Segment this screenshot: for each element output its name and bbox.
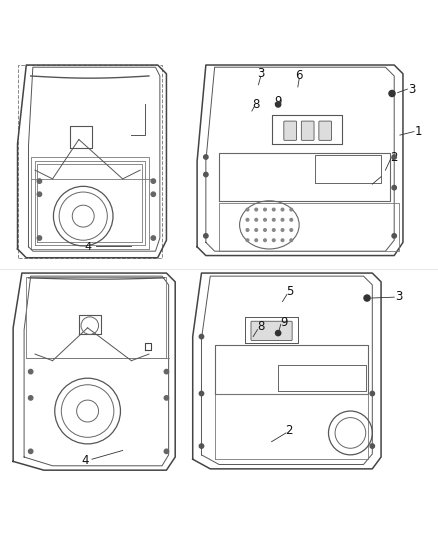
Circle shape	[151, 179, 155, 183]
Circle shape	[272, 208, 275, 211]
Circle shape	[37, 179, 42, 183]
Text: 9: 9	[280, 316, 288, 329]
Circle shape	[164, 395, 169, 400]
Circle shape	[204, 172, 208, 177]
Circle shape	[389, 91, 395, 96]
Circle shape	[290, 239, 293, 241]
Circle shape	[255, 239, 258, 241]
Circle shape	[37, 192, 42, 197]
Circle shape	[281, 208, 284, 211]
Circle shape	[255, 229, 258, 231]
Circle shape	[370, 444, 374, 448]
Circle shape	[392, 185, 396, 190]
Text: 1: 1	[414, 125, 422, 138]
Circle shape	[246, 208, 249, 211]
Circle shape	[290, 219, 293, 221]
Circle shape	[364, 295, 370, 301]
Text: 2: 2	[285, 424, 293, 437]
Circle shape	[164, 449, 169, 454]
FancyBboxPatch shape	[251, 321, 292, 341]
Text: 2: 2	[390, 151, 398, 164]
Circle shape	[199, 391, 204, 395]
Circle shape	[264, 229, 266, 231]
Circle shape	[281, 229, 284, 231]
Circle shape	[204, 155, 208, 159]
Circle shape	[246, 239, 249, 241]
Circle shape	[255, 208, 258, 211]
Circle shape	[392, 155, 396, 159]
Text: 4: 4	[81, 454, 89, 466]
Text: 3: 3	[257, 67, 264, 80]
Circle shape	[246, 219, 249, 221]
FancyBboxPatch shape	[301, 121, 314, 140]
Circle shape	[28, 369, 33, 374]
Text: 4: 4	[84, 242, 91, 252]
Text: 5: 5	[286, 285, 293, 298]
Text: 9: 9	[274, 95, 282, 108]
Circle shape	[28, 449, 33, 454]
Circle shape	[264, 219, 266, 221]
Circle shape	[151, 236, 155, 240]
Circle shape	[164, 369, 169, 374]
Text: 3: 3	[395, 290, 402, 303]
Circle shape	[246, 229, 249, 231]
Circle shape	[151, 192, 155, 197]
Circle shape	[272, 229, 275, 231]
Circle shape	[272, 239, 275, 241]
Text: 8: 8	[253, 98, 260, 111]
FancyBboxPatch shape	[319, 121, 332, 140]
Circle shape	[28, 395, 33, 400]
Circle shape	[37, 236, 42, 240]
Circle shape	[281, 239, 284, 241]
Circle shape	[290, 229, 293, 231]
Circle shape	[276, 330, 281, 336]
Circle shape	[392, 233, 396, 238]
Circle shape	[199, 334, 204, 339]
Circle shape	[276, 102, 281, 107]
Circle shape	[255, 219, 258, 221]
Text: 6: 6	[295, 69, 303, 83]
Circle shape	[290, 208, 293, 211]
Circle shape	[204, 233, 208, 238]
Circle shape	[370, 391, 374, 395]
Circle shape	[199, 444, 204, 448]
Text: 3: 3	[408, 83, 415, 95]
Circle shape	[264, 208, 266, 211]
Circle shape	[272, 219, 275, 221]
Circle shape	[281, 219, 284, 221]
Text: 8: 8	[257, 320, 264, 334]
FancyBboxPatch shape	[284, 121, 297, 140]
Circle shape	[264, 239, 266, 241]
